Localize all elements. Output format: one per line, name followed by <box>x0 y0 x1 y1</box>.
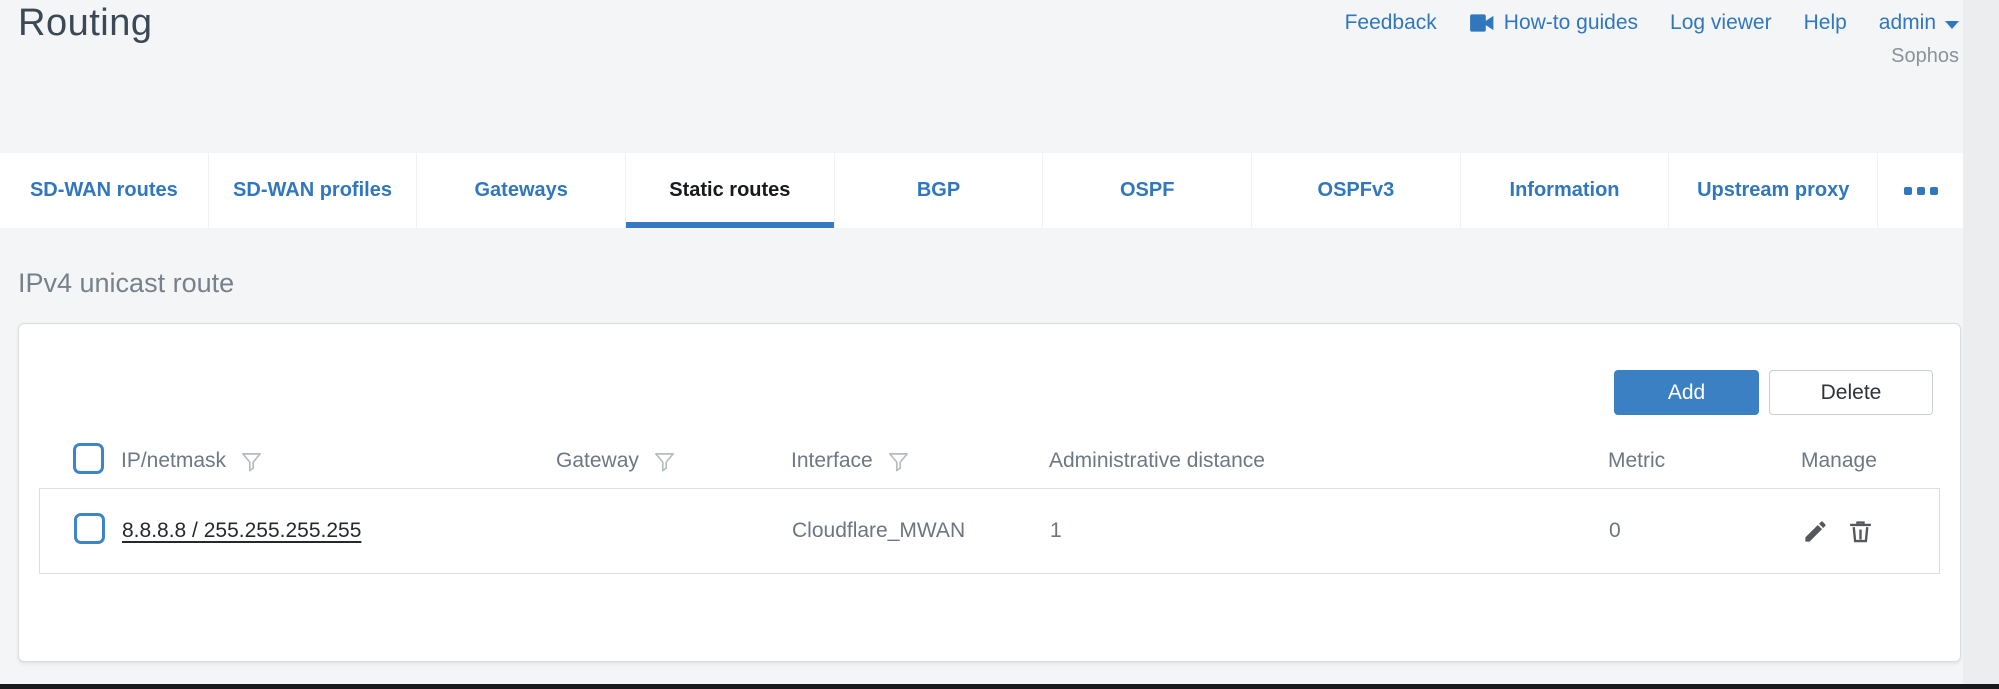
ellipsis-icon <box>1903 186 1912 195</box>
ellipsis-icon <box>1929 186 1938 195</box>
table-header: IP/netmask Gateway Interface Administrat… <box>39 436 1940 486</box>
tab-label: OSPFv3 <box>1317 179 1395 201</box>
column-header-administrative-distance: Administrative distance <box>1049 449 1265 472</box>
tab-sd-wan-routes[interactable]: SD-WAN routes <box>0 153 208 228</box>
tab-label: Upstream proxy <box>1697 179 1850 201</box>
brand-label: Sophos <box>1891 45 1959 67</box>
pencil-icon <box>1805 520 1826 542</box>
tab-ospfv3[interactable]: OSPFv3 <box>1251 153 1460 228</box>
admin-label: admin <box>1878 11 1936 34</box>
filter-icon[interactable] <box>240 451 263 474</box>
feedback-link[interactable]: Feedback <box>1345 11 1437 35</box>
tab-gateways[interactable]: Gateways <box>416 153 625 228</box>
tab-upstream-proxy[interactable]: Upstream proxy <box>1668 153 1877 228</box>
table-row: 8.8.8.8 / 255.255.255.255 Cloudflare_MWA… <box>39 488 1940 574</box>
tab-label: SD-WAN profiles <box>233 179 392 201</box>
interface-cell: Cloudflare_MWAN <box>792 519 966 542</box>
tab-label: Information <box>1509 179 1620 201</box>
tab-static-routes[interactable]: Static routes <box>625 153 834 228</box>
admin-menu[interactable]: admin <box>1879 11 1959 35</box>
tab-bar: SD-WAN routes SD-WAN profiles Gateways S… <box>0 153 1963 228</box>
help-link[interactable]: Help <box>1804 11 1847 35</box>
feedback-label: Feedback <box>1344 11 1437 34</box>
help-label: Help <box>1803 11 1847 34</box>
tab-label: BGP <box>916 179 961 201</box>
tab-label: SD-WAN routes <box>29 179 178 201</box>
tab-bgp[interactable]: BGP <box>833 153 1043 228</box>
delete-button[interactable]: Delete <box>1769 370 1933 415</box>
ipv4-unicast-route-card: Add Delete IP/netmask Gateway Interface … <box>18 323 1961 662</box>
manage-cell <box>1782 518 1939 545</box>
edit-button[interactable] <box>1802 518 1829 545</box>
log-viewer-label: Log viewer <box>1670 11 1772 34</box>
tab-information[interactable]: Information <box>1459 153 1669 228</box>
metric-cell: 0 <box>1609 519 1621 542</box>
tab-label: Static routes <box>669 179 791 201</box>
filter-icon[interactable] <box>887 451 910 474</box>
how-to-guides-label: How-to guides <box>1503 11 1639 34</box>
column-header-metric: Metric <box>1608 449 1666 472</box>
tab-sd-wan-profiles[interactable]: SD-WAN profiles <box>207 153 417 228</box>
toolbar: Add Delete <box>1614 370 1933 415</box>
video-camera-icon <box>1469 14 1494 32</box>
section-title: IPv4 unicast route <box>18 268 235 298</box>
ellipsis-icon <box>1916 186 1925 195</box>
row-checkbox[interactable] <box>74 512 105 544</box>
bottom-edge-bar <box>0 684 1999 689</box>
trash-icon <box>1850 520 1871 542</box>
column-header-gateway: Gateway <box>556 449 639 472</box>
delete-row-button[interactable] <box>1847 518 1874 545</box>
top-nav: Feedback How-to guides Log viewer Help a… <box>1345 11 1959 35</box>
right-gutter <box>1963 0 1999 689</box>
tab-label: OSPF <box>1119 179 1175 201</box>
tab-label: Gateways <box>474 179 568 201</box>
caret-down-icon <box>1945 20 1959 29</box>
how-to-guides-link[interactable]: How-to guides <box>1469 11 1638 35</box>
column-header-ip-netmask: IP/netmask <box>121 449 227 472</box>
tab-ospf[interactable]: OSPF <box>1042 153 1251 228</box>
administrative-distance-cell: 1 <box>1050 519 1062 542</box>
log-viewer-link[interactable]: Log viewer <box>1670 11 1772 35</box>
ip-netmask-link[interactable]: 8.8.8.8 / 255.255.255.255 <box>122 519 362 542</box>
more-tabs-button[interactable] <box>1877 153 1963 228</box>
add-button[interactable]: Add <box>1614 370 1759 415</box>
select-all-checkbox[interactable] <box>73 442 104 474</box>
column-header-interface: Interface <box>791 449 873 472</box>
filter-icon[interactable] <box>653 451 676 474</box>
page-title: Routing <box>18 2 153 44</box>
column-header-manage: Manage <box>1801 449 1877 472</box>
